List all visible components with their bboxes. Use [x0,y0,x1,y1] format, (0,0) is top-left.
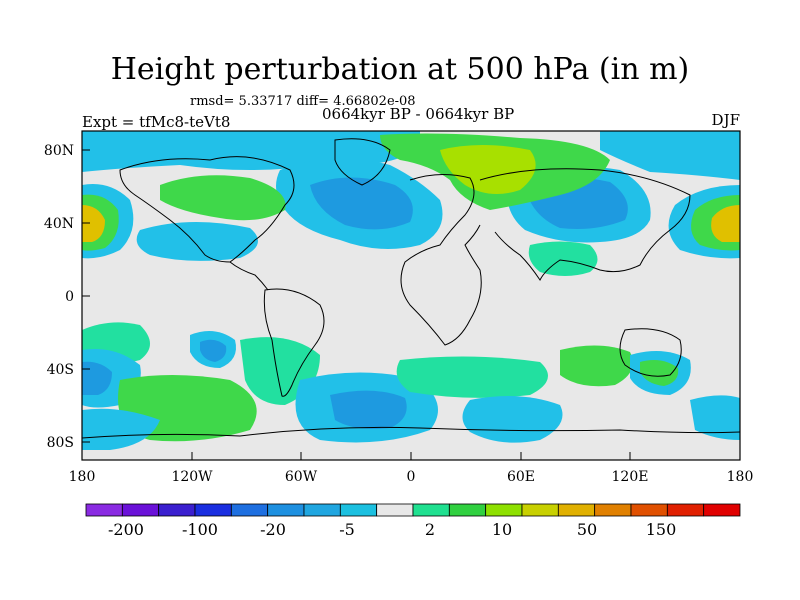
colorbar-label: 50 [577,520,597,539]
lon-tick-label: 60E [507,469,535,485]
contour-india-green [528,241,598,276]
colorbar-label: 10 [492,520,512,539]
contour-ne-blue [600,131,740,180]
colorbar-swatch [303,503,341,517]
contour-pacific-east-yellow [711,205,740,242]
lon-tick-label: 0 [407,469,416,485]
colorbar-swatch [412,503,450,517]
colorbar-swatch [485,503,523,517]
contour-tasman-green [640,360,679,386]
colorbar-swatch [339,503,378,517]
lat-tick-label: 40N [44,216,74,232]
colorbar-swatch [267,503,305,517]
colorbar-swatch [121,503,160,517]
coastlines [82,138,740,439]
colorbar-labels: -200 -100 -20 -5 2 10 50 150 [108,520,676,539]
lat-tick-label: 80S [47,435,74,451]
season-label: DJF [711,111,740,129]
lat-axis: 80N 40N 0 40S 80S [44,143,90,451]
contour-sepacific-mid [200,339,227,362]
lon-axis: 180 120W 60W 0 60E 120E 180 [69,452,754,485]
contour-namerica-blue [136,221,258,261]
lat-tick-label: 40S [47,362,74,378]
colorbar-label: -200 [108,520,144,539]
lat-tick-label: 0 [65,289,74,305]
colorbar-swatch [521,503,559,517]
colorbar-swatch [376,503,414,517]
contour-field [82,131,740,460]
colorbar-label: 150 [646,520,677,539]
colorbar-swatch [630,503,668,517]
contour-sw-blue [82,408,160,450]
colorbar-swatch [230,503,269,517]
lon-tick-label: 180 [727,469,754,485]
contour-south-pacific-mid [82,361,112,395]
contour-atlantic-mid [310,177,413,230]
stats-label: rmsd= 5.33717 diff= 4.66802e-08 [190,94,416,109]
colorbar-swatch [666,503,705,517]
contour-se-blue [690,395,740,440]
colorbar-swatch [703,503,741,517]
colorbar [85,503,741,517]
lat-tick-label: 80N [44,143,74,159]
contour-namerica-green [160,175,286,221]
lon-tick-label: 120E [612,469,649,485]
contour-south-indian-green [396,356,548,398]
colorbar-label: 2 [425,520,435,539]
contour-pacific-west-yellow [82,205,105,242]
colorbar-swatch [85,503,123,517]
colorbar-swatch [448,503,487,517]
contour-nordic-yellowgreen [440,145,536,194]
colorbar-swatch [594,503,632,517]
lon-tick-label: 120W [171,469,213,485]
lon-tick-label: 60W [285,469,318,485]
period-label: 0664kyr BP - 0664kyr BP [322,105,515,123]
experiment-label: Expt = tfMc8-teVt8 [82,113,231,131]
colorbar-label: -20 [260,520,286,539]
contour-south-atlantic-mid [330,390,407,429]
contour-australia-green [560,345,633,387]
colorbar-swatch [557,503,596,517]
colorbar-label: -100 [182,520,218,539]
lon-tick-label: 180 [69,469,96,485]
colorbar-swatch [158,503,196,517]
plot-title: Height perturbation at 500 hPa (in m) [110,52,690,87]
colorbar-swatch [194,503,232,517]
colorbar-label: -5 [339,520,355,539]
